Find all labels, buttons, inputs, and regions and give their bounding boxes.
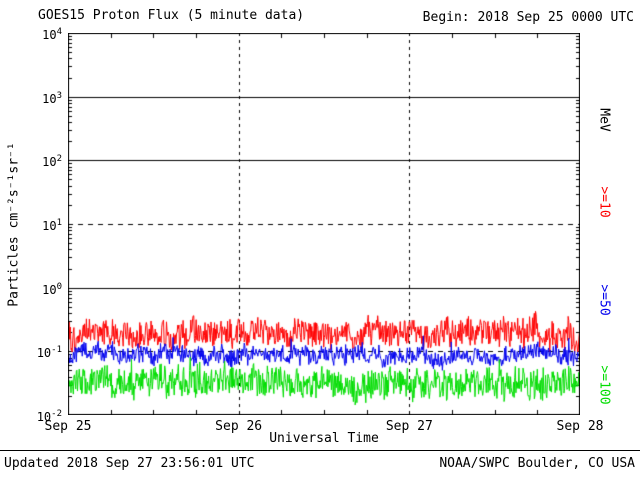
footer-divider [0,450,640,451]
plot-area [68,33,580,415]
x-tick-label: Sep 25 [44,419,92,434]
x-tick-label: Sep 28 [556,419,604,434]
y-tick-label: 10-2 [36,409,62,424]
threshold-label-ge10: >=10 [596,186,612,218]
y-tick-label: 102 [42,154,62,170]
threshold-label-ge100: >=100 [596,365,612,405]
x-axis-label: Universal Time [269,431,379,446]
y-tick-label: 103 [42,90,62,106]
x-tick-label: Sep 26 [215,419,263,434]
y-tick-label: 104 [42,27,62,42]
noaa-credit: NOAA/SWPC Boulder, CO USA [439,456,635,471]
y-tick-label: 100 [42,281,62,297]
begin-timestamp-label: Begin: 2018 Sep 25 0000 UTC [422,10,634,25]
y-tick-label: 10-1 [36,345,62,361]
updated-timestamp: Updated 2018 Sep 27 23:56:01 UTC [4,456,255,471]
x-tick-label: Sep 27 [385,419,433,434]
y-tick-label: 101 [42,218,62,233]
chart-title: GOES15 Proton Flux (5 minute data) [38,8,305,23]
right-axis-unit-label: MeV [596,108,612,132]
threshold-label-ge50: >=50 [596,284,612,316]
y-axis-label: Particles cm⁻²s⁻¹sr⁻¹ [6,142,22,307]
